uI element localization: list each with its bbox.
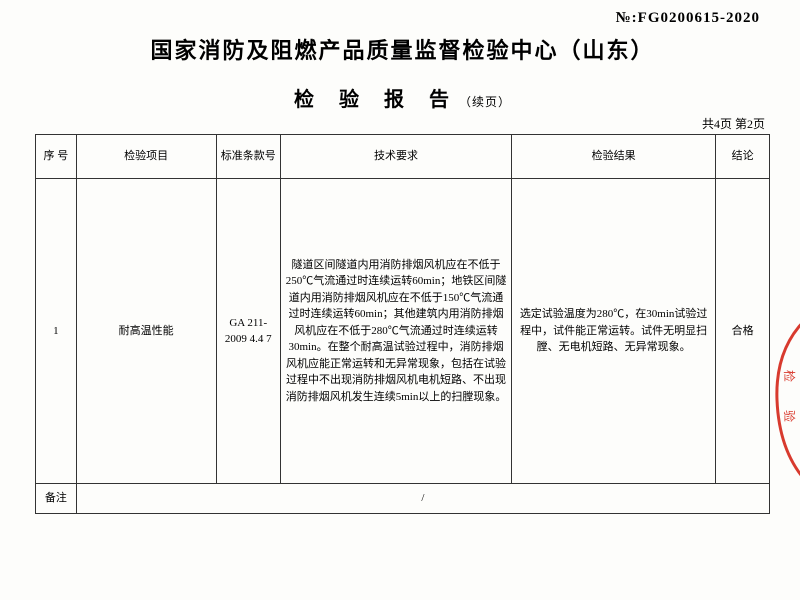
header-conc: 结论 [716, 135, 770, 179]
header-seq: 序 号 [36, 135, 77, 179]
title-sub: 检 验 报 告（续页） [35, 83, 770, 112]
stamp-icon: 检 验 [765, 310, 800, 490]
document-page: №:FG0200615-2020 国家消防及阻燃产品质量监督检验中心（山东） 检… [0, 0, 800, 600]
header-req: 技术要求 [281, 135, 512, 179]
table-row: 1 耐高温性能 GA 211-2009 4.4 7 隧道区间隧道内用消防排烟风机… [36, 179, 770, 484]
title-continuation: （续页） [459, 95, 511, 109]
remark-body: / [76, 484, 769, 514]
document-number: №:FG0200615-2020 [35, 10, 760, 27]
cell-conclusion: 合格 [716, 179, 770, 484]
doc-no-value: FG0200615-2020 [638, 10, 760, 26]
table-header-row: 序 号 检验项目 标准条款号 技术要求 检验结果 结论 [36, 135, 770, 179]
cell-requirement: 隧道区间隧道内用消防排烟风机应在不低于250℃气流通过时连续运转60min；地铁… [281, 179, 512, 484]
title-main: 国家消防及阻燃产品质量监督检验中心（山东） [35, 33, 770, 65]
header-item: 检验项目 [76, 135, 216, 179]
header-std: 标准条款号 [216, 135, 280, 179]
report-table: 序 号 检验项目 标准条款号 技术要求 检验结果 结论 1 耐高温性能 GA 2… [35, 134, 770, 514]
doc-no-prefix: №: [616, 10, 638, 26]
cell-result: 选定试验温度为280℃，在30min试验过程中，试件能正常运转。试件无明显扫膛、… [512, 179, 716, 484]
svg-text:检: 检 [782, 370, 797, 382]
remark-row: 备注 / [36, 484, 770, 514]
cell-item: 耐高温性能 [76, 179, 216, 484]
cell-std: GA 211-2009 4.4 7 [216, 179, 280, 484]
page-info: 共4页 第2页 [35, 115, 765, 132]
title-sub-text: 检 验 报 告 [294, 89, 459, 111]
header-result: 检验结果 [512, 135, 716, 179]
cell-seq: 1 [36, 179, 77, 484]
remark-label: 备注 [36, 484, 77, 514]
svg-text:验: 验 [782, 410, 797, 422]
